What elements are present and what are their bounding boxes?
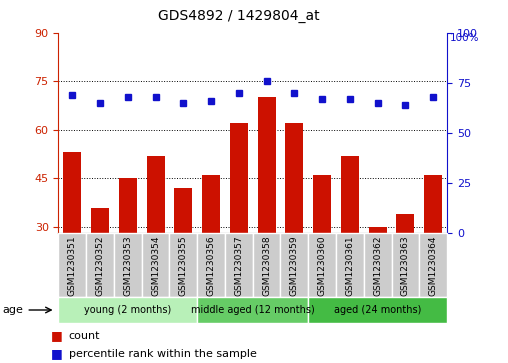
Bar: [392, 233, 419, 297]
Bar: [142, 233, 170, 297]
Text: percentile rank within the sample: percentile rank within the sample: [69, 349, 257, 359]
Bar: [313, 175, 331, 324]
Bar: [197, 233, 225, 297]
Bar: [174, 188, 193, 324]
Bar: [341, 156, 359, 324]
Text: GSM1230362: GSM1230362: [373, 235, 382, 296]
Text: ■: ■: [51, 347, 62, 360]
Text: 100%: 100%: [450, 33, 479, 43]
Bar: [230, 123, 248, 324]
Bar: [308, 297, 447, 323]
Text: age: age: [3, 305, 23, 315]
Text: count: count: [69, 331, 100, 341]
Bar: [258, 97, 276, 324]
Bar: [86, 233, 114, 297]
Text: young (2 months): young (2 months): [84, 305, 171, 315]
Bar: [225, 233, 253, 297]
Bar: [364, 233, 392, 297]
Bar: [114, 233, 142, 297]
Text: GSM1230354: GSM1230354: [151, 235, 160, 296]
Bar: [202, 175, 220, 324]
Bar: [64, 152, 81, 324]
Text: GSM1230356: GSM1230356: [207, 235, 215, 296]
Bar: [170, 233, 197, 297]
Text: GSM1230352: GSM1230352: [96, 235, 105, 296]
Text: aged (24 months): aged (24 months): [334, 305, 421, 315]
Bar: [119, 178, 137, 324]
Text: middle aged (12 months): middle aged (12 months): [191, 305, 314, 315]
Bar: [424, 175, 442, 324]
Bar: [419, 233, 447, 297]
Bar: [146, 156, 165, 324]
Text: ■: ■: [51, 329, 62, 342]
Bar: [253, 233, 280, 297]
Bar: [285, 123, 303, 324]
Bar: [396, 214, 415, 324]
Text: GSM1230355: GSM1230355: [179, 235, 188, 296]
Bar: [369, 227, 387, 324]
Bar: [58, 233, 86, 297]
Text: GSM1230358: GSM1230358: [262, 235, 271, 296]
Bar: [91, 208, 109, 324]
Text: GDS4892 / 1429804_at: GDS4892 / 1429804_at: [158, 9, 320, 23]
Text: GSM1230363: GSM1230363: [401, 235, 410, 296]
Text: GSM1230360: GSM1230360: [318, 235, 327, 296]
Bar: [280, 233, 308, 297]
Text: GSM1230361: GSM1230361: [345, 235, 355, 296]
Text: GSM1230364: GSM1230364: [429, 235, 438, 296]
Text: GSM1230353: GSM1230353: [123, 235, 132, 296]
Bar: [197, 297, 308, 323]
Text: GSM1230351: GSM1230351: [68, 235, 77, 296]
Text: GSM1230359: GSM1230359: [290, 235, 299, 296]
Bar: [308, 233, 336, 297]
Bar: [336, 233, 364, 297]
Text: GSM1230357: GSM1230357: [234, 235, 243, 296]
Bar: [58, 297, 197, 323]
